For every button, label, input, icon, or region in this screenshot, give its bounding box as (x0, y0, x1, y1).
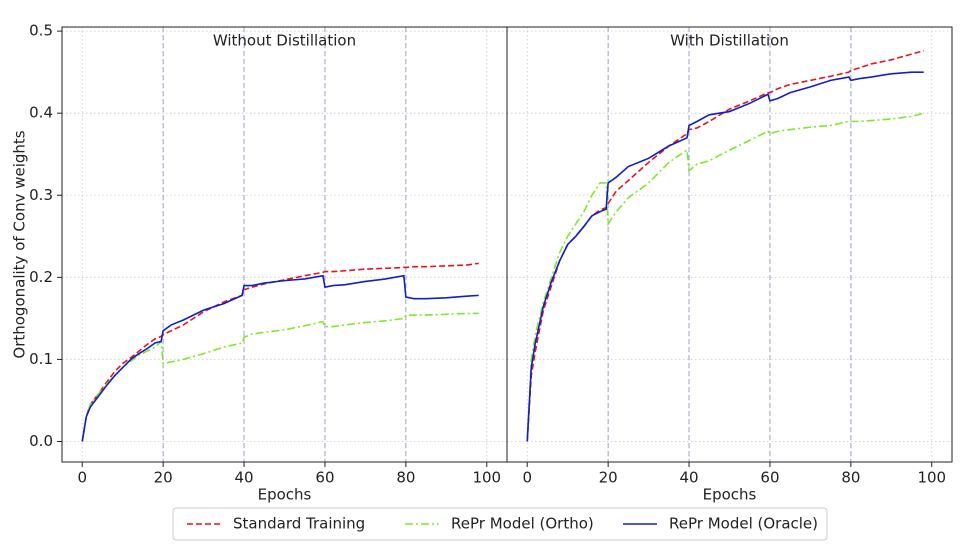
y-tick-label: 0.1 (29, 350, 53, 368)
line-series (526, 50, 924, 442)
legend-label: RePr Model (Oracle) (669, 515, 818, 533)
line-series (526, 112, 924, 442)
x-tick-label: 80 (396, 469, 415, 487)
x-tick-label: 60 (315, 469, 334, 487)
y-tick-label: 0.3 (29, 186, 53, 204)
x-tick-label: 60 (760, 469, 779, 487)
x-tick-label: 20 (154, 469, 173, 487)
line-series (81, 312, 479, 442)
panel-title: Without Distillation (213, 32, 356, 50)
y-axis-label: Orthogonality of Conv weights (11, 130, 29, 358)
y-tick-label: 0.4 (29, 104, 53, 122)
panel-frame (61, 26, 508, 463)
x-tick-label: 40 (679, 469, 698, 487)
x-tick-label: 20 (599, 469, 618, 487)
x-axis-label: Epochs (703, 486, 757, 504)
x-tick-label: 40 (234, 469, 253, 487)
x-tick-label: 100 (472, 469, 501, 487)
panel-frame (506, 26, 953, 463)
panel-title: With Distillation (670, 32, 789, 50)
line-series (526, 71, 924, 442)
y-tick-label: 0.5 (29, 22, 53, 40)
legend-box (172, 507, 828, 541)
line-series (81, 274, 479, 442)
x-tick-label: 80 (841, 469, 860, 487)
y-tick-label: 0.2 (29, 268, 53, 286)
x-tick-label: 0 (522, 469, 532, 487)
legend-label: Standard Training (233, 515, 365, 533)
x-tick-label: 100 (917, 469, 946, 487)
y-tick-label: 0.0 (29, 432, 53, 450)
legend-label: RePr Model (Ortho) (451, 515, 594, 533)
line-series (81, 262, 479, 442)
x-axis-label: Epochs (258, 486, 312, 504)
x-tick-label: 0 (77, 469, 87, 487)
